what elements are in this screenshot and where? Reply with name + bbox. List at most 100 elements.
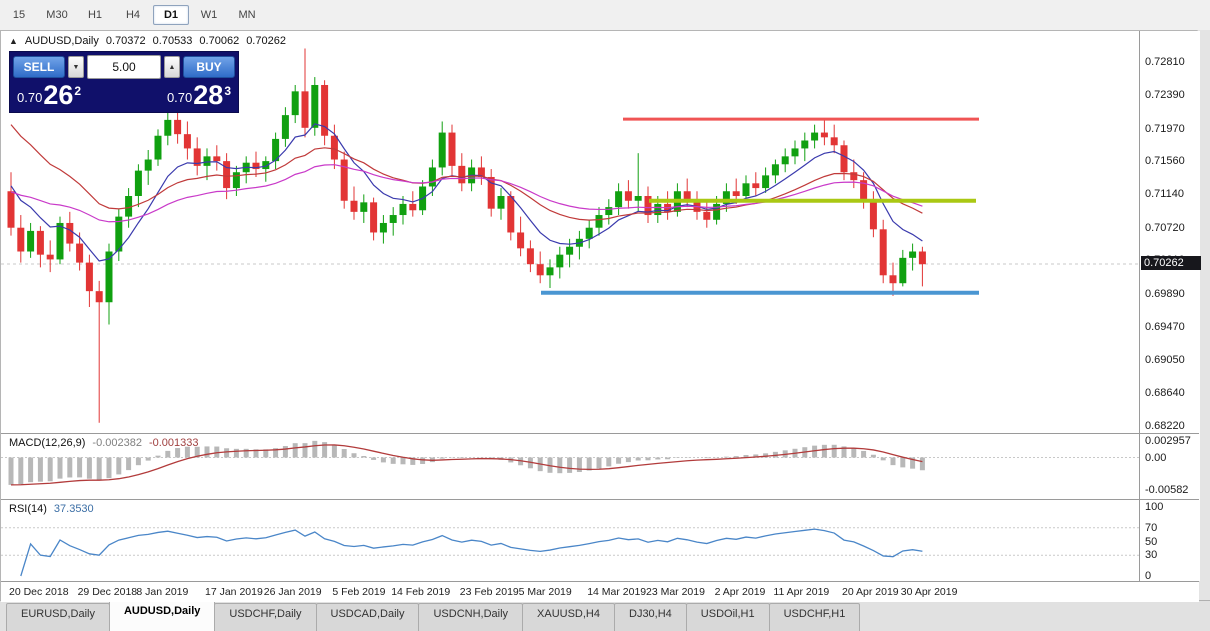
chevron-down-icon: ▼ [72, 63, 80, 71]
time-axis-label: 20 Dec 2018 [9, 586, 69, 598]
chart-tab-bar: EURUSD,Daily AUDUSD,Daily USDCHF,Daily USDC… [0, 600, 1210, 631]
moving-averages-layer [10, 123, 923, 262]
time-axis-label: 23 Feb 2019 [459, 586, 519, 598]
price-axis-label: 0.71970 [1145, 122, 1185, 135]
macd-histogram [8, 440, 925, 485]
rsi-title: RSI(14) 37.3530 [9, 503, 94, 515]
buy-price-display[interactable]: 0.70 28 3 [166, 80, 231, 110]
low-value: 0.70062 [199, 35, 240, 47]
rsi-axis-label: 0 [1145, 570, 1152, 582]
main-chart-canvas[interactable] [1, 31, 1139, 433]
time-axis-label: 20 Apr 2019 [842, 586, 899, 598]
volume-value: 5.00 [112, 60, 136, 74]
panel-splitter[interactable] [1, 499, 1199, 500]
tab-usdchf-h1[interactable]: USDCHF,H1 [768, 603, 861, 631]
macd-axis-label: 0.002957 [1145, 434, 1191, 447]
one-click-trading-panel: SELL ▼ 5.00 ▲ BUY 0.70 26 2 0.70 28 3 [9, 51, 239, 113]
macd-signal-line [10, 444, 923, 486]
price-axis-label: 0.72390 [1145, 89, 1185, 102]
chevron-up-icon: ▲ [168, 63, 176, 71]
rsi-panel-canvas[interactable] [1, 499, 1139, 581]
macd-label: MACD(12,26,9) [9, 437, 86, 449]
chart-region: 0.72810 0.72390 0.71970 0.71560 0.71140 0.707… [0, 30, 1201, 602]
time-axis-label: 8 Jan 2019 [136, 586, 189, 598]
tab-xauusd-h4[interactable]: XAUUSD,H4 [522, 603, 615, 631]
sell-price-display[interactable]: 0.70 26 2 [17, 80, 82, 110]
one-click-collapse-icon[interactable]: ▲ [9, 36, 18, 46]
price-axis-label: 0.72810 [1145, 56, 1185, 68]
candles-layer [7, 48, 926, 423]
volume-up-button[interactable]: ▲ [164, 56, 180, 78]
macd-panel-canvas[interactable] [1, 433, 1139, 499]
timeframe-15[interactable]: 15 [12, 9, 26, 21]
time-axis[interactable]: 20 Dec 2018 29 Dec 2018 8 Jan 2019 17 Jan 2… [1, 581, 1199, 602]
macd-title: MACD(12,26,9) -0.002382 -0.001333 [9, 437, 199, 449]
macd-main-value: -0.002382 [92, 437, 142, 449]
price-axis-label: 0.68220 [1145, 419, 1185, 432]
tab-audusd-daily[interactable]: AUDUSD,Daily [108, 600, 216, 631]
rsi-axis: 100 70 50 30 0 [1139, 499, 1200, 582]
time-axis-label: 5 Feb 2019 [332, 586, 386, 598]
time-axis-label: 30 Apr 2019 [900, 586, 958, 598]
time-axis-label: 14 Feb 2019 [391, 586, 451, 598]
timeframe-h4[interactable]: H4 [125, 9, 141, 21]
buy-price-pips: 28 [193, 80, 224, 110]
rsi-line [20, 528, 923, 577]
timeframe-d1[interactable]: D1 [153, 5, 189, 25]
buy-price-prefix: 0.70 [166, 90, 193, 105]
time-axis-label: 26 Jan 2019 [263, 586, 322, 598]
tab-usdchf-daily[interactable]: USDCHF,Daily [214, 603, 317, 631]
tab-eurusd-daily[interactable]: EURUSD,Daily [6, 603, 110, 631]
macd-axis-label: 0.00 [1145, 451, 1167, 464]
chart-ohlc-header: ▲ AUDUSD,Daily 0.70372 0.70533 0.70062 0… [9, 35, 286, 47]
symbol-label: AUDUSD,Daily [24, 35, 99, 47]
time-axis-label: 14 Mar 2019 [587, 586, 647, 598]
macd-signal-value: -0.001333 [148, 437, 199, 449]
sell-price-prefix: 0.70 [17, 90, 43, 105]
tab-usdcnh-daily[interactable]: USDCNH,Daily [418, 603, 524, 631]
trade-prices-row: 0.70 26 2 0.70 28 3 [13, 79, 235, 109]
macd-axis-label: -0.00582 [1145, 483, 1189, 496]
time-axis-label: 2 Apr 2019 [714, 586, 766, 598]
rsi-axis-label: 50 [1145, 535, 1158, 548]
price-axis-label: 0.69050 [1145, 354, 1185, 367]
tab-dj30-h4[interactable]: DJ30,H4 [614, 603, 687, 631]
rsi-axis-label: 100 [1145, 501, 1164, 513]
rsi-label: RSI(14) [9, 503, 47, 515]
high-value: 0.70533 [152, 35, 193, 47]
price-axis-label: 0.70720 [1145, 221, 1185, 234]
tab-usdoil-h1[interactable]: USDOil,H1 [685, 603, 770, 631]
sell-price-point: 2 [74, 84, 82, 98]
price-axis[interactable]: 0.72810 0.72390 0.71970 0.71560 0.71140 0.707… [1139, 31, 1201, 433]
tab-usdcad-daily[interactable]: USDCAD,Daily [315, 603, 420, 631]
sell-button[interactable]: SELL [13, 56, 65, 78]
volume-field[interactable]: 5.00 [87, 55, 161, 79]
timeframe-mn[interactable]: MN [238, 9, 256, 21]
price-axis-label: 0.71560 [1145, 155, 1185, 168]
timeframe-h1[interactable]: H1 [87, 9, 103, 21]
rsi-axis-label: 70 [1145, 521, 1158, 534]
timeframe-w1[interactable]: W1 [200, 9, 218, 21]
rsi-axis-label: 30 [1145, 549, 1158, 562]
panel-splitter[interactable] [1, 433, 1199, 434]
buy-button[interactable]: BUY [183, 56, 235, 78]
volume-down-button[interactable]: ▼ [68, 56, 84, 78]
open-value: 0.70372 [105, 35, 146, 47]
current-price-marker: 0.70262 [1141, 256, 1201, 271]
sell-price-pips: 26 [43, 80, 74, 110]
rsi-value: 37.3530 [53, 503, 94, 515]
horizontal-trendlines-layer[interactable] [541, 117, 979, 295]
buy-price-point: 3 [224, 84, 231, 98]
timeframe-toolbar: 15 M30 H1 H4 D1 W1 MN [0, 0, 1210, 31]
time-axis-label: 5 Mar 2019 [518, 586, 572, 598]
close-value: 0.70262 [246, 35, 286, 47]
timeframe-m30[interactable]: M30 [46, 9, 68, 21]
time-axis-label: 23 Mar 2019 [646, 586, 705, 598]
price-axis-label: 0.71140 [1145, 188, 1184, 201]
time-axis-label: 29 Dec 2018 [77, 586, 138, 598]
price-axis-label: 0.68640 [1145, 386, 1185, 399]
time-axis-label: 11 Apr 2019 [773, 586, 830, 598]
price-axis-label: 0.69470 [1145, 320, 1185, 333]
trade-controls-row: SELL ▼ 5.00 ▲ BUY [13, 55, 235, 79]
price-axis-label: 0.69890 [1145, 287, 1185, 300]
